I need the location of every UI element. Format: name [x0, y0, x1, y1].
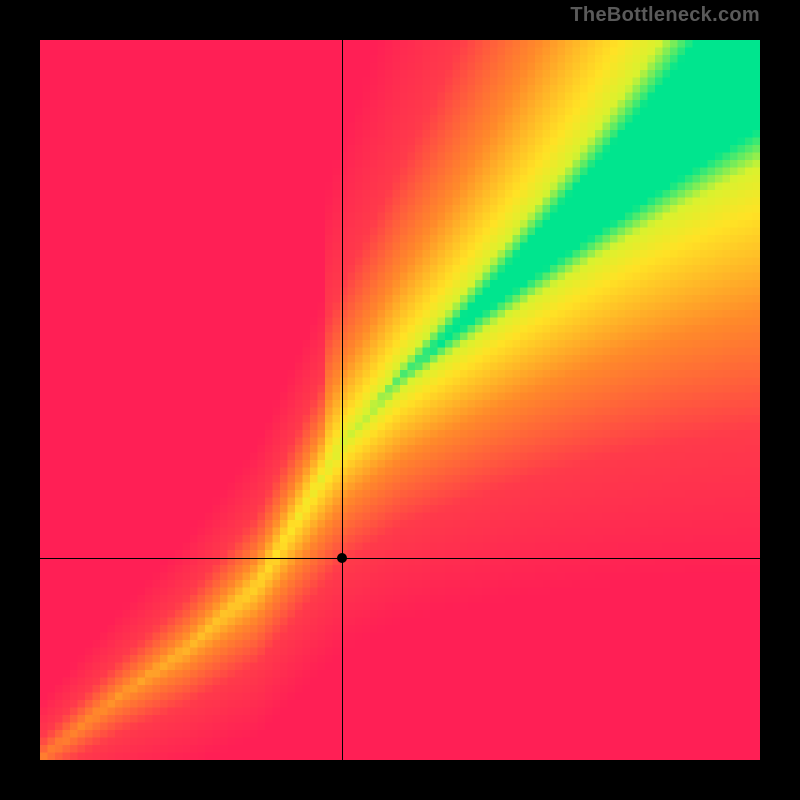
heatmap-plot: [40, 40, 760, 760]
crosshair-horizontal: [40, 558, 760, 559]
watermark-text: TheBottleneck.com: [570, 4, 760, 27]
crosshair-marker: [337, 553, 347, 563]
chart-container: TheBottleneck.com: [0, 0, 800, 800]
crosshair-vertical: [342, 40, 343, 760]
